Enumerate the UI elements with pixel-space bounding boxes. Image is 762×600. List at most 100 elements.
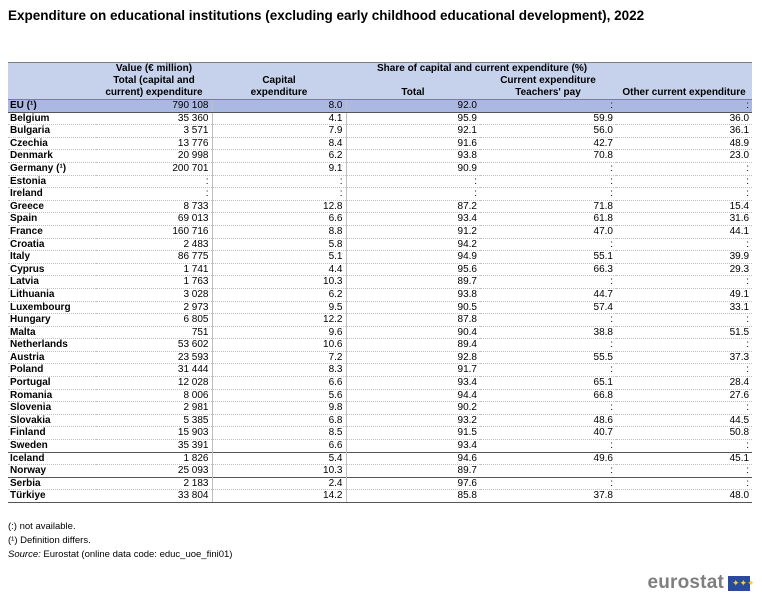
cell-country: Estonia (8, 175, 96, 189)
cell-value: 8 733 (96, 200, 213, 214)
cell-country: Lithuania (8, 288, 96, 302)
cell-country: Norway (8, 464, 96, 478)
cell-value: 25 093 (96, 464, 213, 478)
header-capital-line1: Capital (212, 75, 346, 87)
cell-country: Serbia (8, 476, 96, 491)
cell-teachers: 70.8 (480, 149, 616, 163)
cell-total: 90.9 (346, 162, 480, 176)
cell-capital: 10.6 (212, 338, 347, 352)
cell-teachers: : (480, 99, 616, 113)
cell-other: 44.1 (616, 225, 753, 239)
table-row: Poland 31 444 8.3 91.7:: (8, 363, 753, 378)
cell-capital: 8.3 (212, 363, 347, 378)
cell-capital: 8.5 (212, 426, 347, 441)
cell-teachers: : (480, 238, 616, 252)
cell-teachers: 47.0 (480, 225, 616, 239)
cell-capital: : (212, 187, 347, 201)
cell-other: : (616, 175, 753, 189)
table-body: EU (¹) 790 108 8.0 92.0:: Belgium 35 360 4.1 95… (8, 99, 753, 503)
cell-capital: 6.8 (212, 414, 347, 428)
cell-country: France (8, 225, 96, 239)
footnote-definition: (¹) Definition differs. (8, 535, 91, 546)
cell-capital: 9.1 (212, 162, 347, 176)
footnote-source: Source: Eurostat (online data code: educ… (8, 549, 232, 560)
cell-teachers: 56.0 (480, 124, 616, 138)
cell-country: Belgium (8, 112, 96, 126)
cell-capital: 6.6 (212, 439, 347, 453)
cell-country: Czechia (8, 137, 96, 151)
cell-capital: 7.2 (212, 351, 347, 365)
cell-value: 69 013 (96, 212, 213, 226)
cell-value: 6 805 (96, 313, 213, 327)
cell-value: 3 028 (96, 288, 213, 302)
cell-value: 23 593 (96, 351, 213, 365)
cell-other: : (616, 363, 753, 378)
cell-teachers: : (480, 162, 616, 176)
cell-capital: 8.0 (212, 99, 347, 113)
cell-other: 37.3 (616, 351, 753, 365)
cell-total: 90.5 (346, 301, 480, 315)
cell-value: 20 998 (96, 149, 213, 163)
cell-other: : (616, 401, 753, 415)
table-row: Slovenia 2 981 9.8 90.2:: (8, 401, 753, 415)
cell-teachers: 71.8 (480, 200, 616, 214)
table-row: Italy 86 775 5.1 94.9 55.1 39.9 (8, 250, 753, 264)
cell-country: Finland (8, 426, 96, 441)
cell-country: Netherlands (8, 338, 96, 352)
cell-value: 2 483 (96, 238, 213, 252)
cell-total: 94.2 (346, 238, 480, 252)
cell-teachers: 55.5 (480, 351, 616, 365)
cell-teachers: : (480, 275, 616, 289)
cell-teachers: 40.7 (480, 426, 616, 441)
table-row: France 160 716 8.8 91.2 47.0 44.1 (8, 225, 753, 239)
cell-other: : (616, 338, 753, 352)
cell-other: 36.1 (616, 124, 753, 138)
cell-total: 92.8 (346, 351, 480, 365)
cell-teachers: 48.6 (480, 414, 616, 428)
table-row: Belgium 35 360 4.1 95.9 59.9 36.0 (8, 112, 753, 126)
cell-country: Luxembourg (8, 301, 96, 315)
cell-total: 91.6 (346, 137, 480, 151)
table-row: Bulgaria 3 571 7.9 92.1 56.0 36.1 (8, 124, 753, 138)
table-row: Netherlands 53 602 10.6 89.4:: (8, 338, 753, 352)
cell-value: 5 385 (96, 414, 213, 428)
cell-total: 93.4 (346, 439, 480, 453)
cell-value: 35 360 (96, 112, 213, 126)
cell-capital: 7.9 (212, 124, 347, 138)
cell-total: 93.8 (346, 288, 480, 302)
header-row-1: Value (€ million) Share of capital and c… (8, 62, 753, 75)
cell-other: : (616, 476, 753, 491)
cell-value: 1 741 (96, 263, 213, 277)
cell-other: : (616, 99, 753, 113)
source-text: Eurostat (online data code: educ_uoe_fin… (40, 549, 233, 560)
cell-total: 93.4 (346, 212, 480, 226)
cell-value: 35 391 (96, 439, 213, 453)
cell-total: 97.6 (346, 476, 480, 491)
cell-teachers: : (480, 464, 616, 478)
cell-total: : (346, 187, 480, 201)
cell-capital: 10.3 (212, 275, 347, 289)
table-row: Hungary 6 805 12.2 87.8:: (8, 313, 753, 327)
cell-teachers: 61.8 (480, 212, 616, 226)
cell-value: 2 183 (96, 476, 213, 491)
cell-teachers: 59.9 (480, 112, 616, 126)
header-value-group: Value (€ million) (96, 62, 212, 75)
cell-capital: 6.2 (212, 288, 347, 302)
table-row: Cyprus 1 741 4.4 95.6 66.3 29.3 (8, 263, 753, 277)
cell-teachers: : (480, 187, 616, 201)
cell-country: Poland (8, 363, 96, 378)
table-row: Estonia::::: (8, 175, 753, 189)
cell-teachers: : (480, 313, 616, 327)
logo-text: eurostat (647, 572, 724, 593)
cell-value: 2 973 (96, 301, 213, 315)
cell-country: Greece (8, 200, 96, 214)
cell-teachers: 57.4 (480, 301, 616, 315)
cell-total: 91.7 (346, 363, 480, 378)
cell-total: 93.8 (346, 149, 480, 163)
cell-country: EU (¹) (8, 99, 96, 113)
cell-country: Malta (8, 326, 96, 340)
cell-total: 91.2 (346, 225, 480, 239)
table-row: Slovakia 5 385 6.8 93.2 48.6 44.5 (8, 414, 753, 428)
cell-value: : (96, 175, 213, 189)
cell-country: Sweden (8, 439, 96, 453)
